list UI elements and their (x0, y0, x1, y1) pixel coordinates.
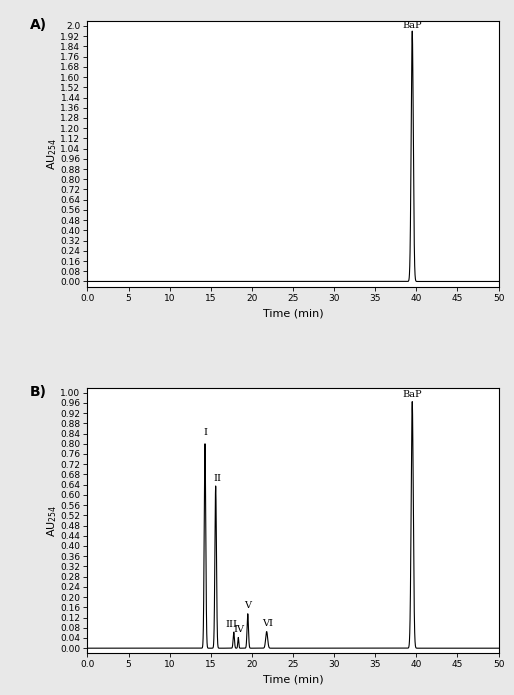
Text: BaP: BaP (402, 21, 422, 30)
Y-axis label: AU$_{254}$: AU$_{254}$ (45, 138, 59, 170)
Text: V: V (244, 601, 251, 610)
Text: VI: VI (262, 619, 273, 628)
Text: B): B) (30, 385, 47, 399)
X-axis label: Time (min): Time (min) (263, 675, 323, 685)
Text: BaP: BaP (402, 390, 422, 399)
Text: I: I (203, 428, 207, 437)
Y-axis label: AU$_{254}$: AU$_{254}$ (45, 505, 59, 537)
Text: III: III (226, 620, 237, 629)
Text: A): A) (30, 18, 47, 32)
Text: II: II (213, 473, 222, 482)
Text: IV: IV (233, 626, 245, 635)
X-axis label: Time (min): Time (min) (263, 308, 323, 318)
